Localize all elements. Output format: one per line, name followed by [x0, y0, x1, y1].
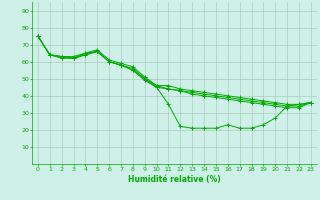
X-axis label: Humidité relative (%): Humidité relative (%): [128, 175, 221, 184]
